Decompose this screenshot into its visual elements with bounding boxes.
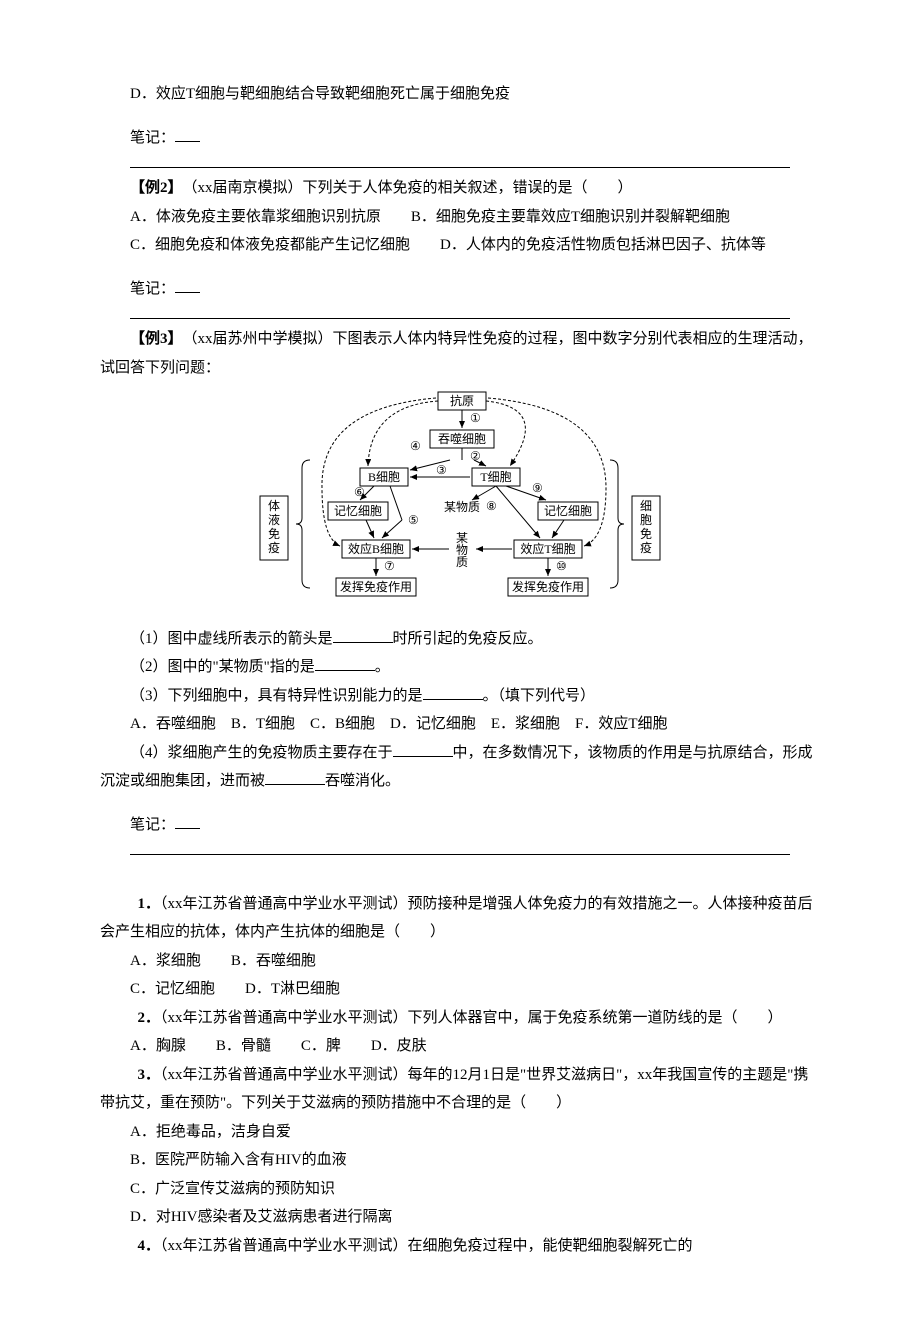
svg-text:抗原: 抗原 <box>450 393 474 408</box>
divider <box>130 167 790 168</box>
svg-text:吞噬细胞: 吞噬细胞 <box>438 431 486 446</box>
ex2-opt-ab: A．体液免疫主要依靠浆细胞识别抗原 B．细胞免疫主要靠效应T细胞识别并裂解靶细胞 <box>100 203 820 232</box>
notes-text: 笔记： <box>130 130 175 146</box>
svg-text:⑦: ⑦ <box>384 559 395 573</box>
svg-text:液: 液 <box>268 512 280 527</box>
divider-3 <box>130 854 790 855</box>
ex2-opt-cd: C．细胞免疫和体液免疫都能产生记忆细胞 D．人体内的免疫活性物质包括淋巴因子、抗… <box>100 231 820 260</box>
svg-text:⑥: ⑥ <box>354 485 365 499</box>
notes-text-3: 笔记： <box>130 817 175 833</box>
svg-text:发挥免疫作用: 发挥免疫作用 <box>340 579 412 594</box>
p2-num: 2． <box>138 1010 161 1026</box>
notes-blank-3 <box>175 813 200 829</box>
svg-text:发挥免疫作用: 发挥免疫作用 <box>512 579 584 594</box>
ex2-c-text: C．细胞免疫和体液免疫都能产生记忆细胞 D．人体内的免疫活性物质包括淋巴因子、抗… <box>100 237 766 253</box>
svg-text:免: 免 <box>268 526 280 541</box>
p2: 2．（xx年江苏省普通高中学业水平测试）下列人体器官中，属于免疫系统第一道防线的… <box>100 1004 820 1033</box>
p3-num: 3． <box>138 1067 161 1083</box>
p3-c: C．广泛宣传艾滋病的预防知识 <box>100 1175 820 1204</box>
q4-blank1 <box>393 741 453 757</box>
p1: 1．（xx年江苏省普通高中学业水平测试）预防接种是增强人体免疫力的有效措施之一。… <box>100 890 820 947</box>
svg-text:①: ① <box>470 411 481 425</box>
ex3-title: 【例3】 <box>130 331 175 347</box>
ex3-q4: （4）浆细胞产生的免疫物质主要存在于中，在多数情况下，该物质的作用是与抗原结合，… <box>100 739 820 796</box>
ex3-q3-opts: A．吞噬细胞 B．T细胞 C．B细胞 D．记忆细胞 E．浆细胞 F．效应T细胞 <box>100 710 820 739</box>
p4: 4．（xx年江苏省普通高中学业水平测试）在细胞免疫过程中，能使靶细胞裂解死亡的 <box>100 1232 820 1261</box>
q4-post: 吞噬消化。 <box>325 773 400 789</box>
q1-pre: （1）图中虚线所表示的箭头是 <box>130 631 333 647</box>
p3-stem: （xx年江苏省普通高中学业水平测试）每年的12月1日是"世界艾滋病日"，xx年我… <box>100 1067 808 1112</box>
q2-post: 。 <box>375 659 390 675</box>
svg-text:效应B细胞: 效应B细胞 <box>348 541 404 556</box>
ex2-title: 【例2】 <box>130 180 175 196</box>
notes-label-2: 笔记： <box>100 275 820 304</box>
q2-pre: （2）图中的"某物质"指的是 <box>130 659 315 675</box>
notes-blank-2 <box>175 277 200 293</box>
p3: 3．（xx年江苏省普通高中学业水平测试）每年的12月1日是"世界艾滋病日"，xx… <box>100 1061 820 1118</box>
p3-a: A．拒绝毒品，洁身自爱 <box>100 1118 820 1147</box>
svg-text:④: ④ <box>410 439 421 453</box>
cellular-label: 细 <box>640 499 652 513</box>
notes-label-3: 笔记： <box>100 811 820 840</box>
p1-opt-ab: A．浆细胞 B．吞噬细胞 <box>100 947 820 976</box>
svg-text:⑨: ⑨ <box>532 481 543 495</box>
svg-text:②: ② <box>470 449 481 463</box>
svg-text:T细胞: T细胞 <box>480 470 511 484</box>
q1-post: 时所引起的免疫反应。 <box>393 631 543 647</box>
ex2-stem-text: （xx届南京模拟）下列关于人体免疫的相关叙述，错误的是（ ） <box>190 180 633 196</box>
q3-post: 。（填下列代号） <box>483 688 596 704</box>
q1-blank <box>333 627 393 643</box>
svg-text:疫: 疫 <box>268 540 280 555</box>
svg-text:⑤: ⑤ <box>408 513 419 527</box>
humoral-label: 体 <box>268 499 280 513</box>
svg-text:胞: 胞 <box>640 513 652 527</box>
svg-text:B细胞: B细胞 <box>368 470 400 484</box>
svg-text:免: 免 <box>640 526 652 541</box>
svg-text:质: 质 <box>456 555 468 569</box>
svg-text:某物质: 某物质 <box>444 500 480 514</box>
option-d: D．效应T细胞与靶细胞结合导致靶细胞死亡属于细胞免疫 <box>100 80 820 109</box>
flowchart-svg: 体 液 免 疫 细 胞 免 疫 抗原 吞噬细胞 B细胞 T细胞 记忆细胞 记忆细… <box>250 388 670 608</box>
svg-text:效应T细胞: 效应T细胞 <box>520 541 575 556</box>
svg-text:疫: 疫 <box>640 540 652 555</box>
immune-diagram: 体 液 免 疫 细 胞 免 疫 抗原 吞噬细胞 B细胞 T细胞 记忆细胞 记忆细… <box>100 388 820 619</box>
notes-label: 笔记： <box>100 124 820 153</box>
p4-stem: （xx年江苏省普通高中学业水平测试）在细胞免疫过程中，能使靶细胞裂解死亡的 <box>160 1238 693 1254</box>
p2-opts: A．胸腺 B．骨髓 C．脾 D．皮肤 <box>100 1032 820 1061</box>
ex3-q2: （2）图中的"某物质"指的是 。 <box>100 653 820 682</box>
p3-d: D．对HIV感染者及艾滋病患者进行隔离 <box>100 1203 820 1232</box>
ex3-q3: （3）下列细胞中，具有特异性识别能力的是 。（填下列代号） <box>100 682 820 711</box>
svg-text:⑧: ⑧ <box>486 499 497 513</box>
p1-num: 1． <box>138 896 161 912</box>
q4-pre: （4）浆细胞产生的免疫物质主要存在于 <box>130 745 393 761</box>
q2-blank <box>315 655 375 671</box>
p4-num: 4． <box>138 1238 161 1254</box>
q3-pre: （3）下列细胞中，具有特异性识别能力的是 <box>130 688 423 704</box>
svg-text:记忆细胞: 记忆细胞 <box>334 504 382 518</box>
notes-text-2: 笔记： <box>130 281 175 297</box>
ex2-stem: 【例2】 （xx届南京模拟）下列关于人体免疫的相关叙述，错误的是（ ） <box>100 174 820 203</box>
p2-stem: （xx年江苏省普通高中学业水平测试）下列人体器官中，属于免疫系统第一道防线的是（… <box>160 1010 783 1026</box>
ex3-q1: （1）图中虚线所表示的箭头是 时所引起的免疫反应。 <box>100 625 820 654</box>
svg-text:③: ③ <box>436 463 447 477</box>
p1-stem: （xx年江苏省普通高中学业水平测试）预防接种是增强人体免疫力的有效措施之一。人体… <box>100 896 813 941</box>
divider-2 <box>130 318 790 319</box>
notes-blank <box>175 126 200 142</box>
q3-blank <box>423 684 483 700</box>
ex3-stem-text: （xx届苏州中学模拟）下图表示人体内特异性免疫的过程，图中数字分别代表相应的生理… <box>100 331 813 376</box>
q4-blank2 <box>265 769 325 785</box>
svg-text:⑩: ⑩ <box>556 559 567 573</box>
ex3-stem: 【例3】 （xx届苏州中学模拟）下图表示人体内特异性免疫的过程，图中数字分别代表… <box>100 325 820 382</box>
p3-b: B．医院严防输入含有HIV的血液 <box>100 1146 820 1175</box>
svg-text:记忆细胞: 记忆细胞 <box>544 504 592 518</box>
p1-opt-cd: C．记忆细胞 D．T淋巴细胞 <box>100 975 820 1004</box>
